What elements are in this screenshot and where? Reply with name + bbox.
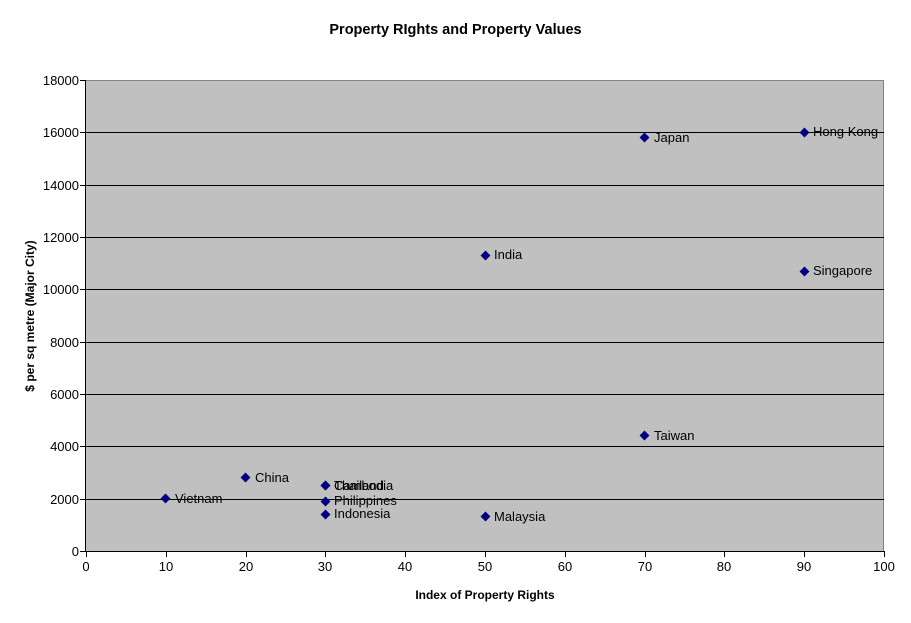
x-tick-mark	[884, 552, 885, 557]
x-tick-mark	[804, 552, 805, 557]
y-tick-mark	[80, 289, 85, 290]
y-tick-mark	[80, 446, 85, 447]
data-point-label-indonesia: Indonesia	[334, 506, 391, 521]
y-tick-mark	[80, 185, 85, 186]
x-axis-title: Index of Property Rights	[415, 588, 555, 602]
data-point-label-vietnam: Vietnam	[175, 491, 223, 506]
x-tick-label: 90	[796, 559, 812, 574]
x-tick-label: 20	[238, 559, 254, 574]
y-tick-label: 6000	[50, 387, 79, 402]
y-axis-line	[85, 80, 86, 552]
y-tick-label: 4000	[50, 439, 79, 454]
x-axis-line	[85, 551, 885, 552]
data-point-label-philippines: Philippines	[334, 493, 397, 508]
x-tick-label: 100	[873, 559, 895, 574]
data-point-label-japan: Japan	[654, 130, 690, 145]
gridline-8000	[86, 342, 884, 343]
x-tick-label: 70	[637, 559, 653, 574]
x-tick-mark	[325, 552, 326, 557]
chart-title: Property RIghts and Property Values	[329, 22, 582, 38]
x-tick-label: 40	[397, 559, 413, 574]
gridline-2000	[86, 499, 884, 500]
y-tick-label: 0	[71, 544, 79, 559]
x-tick-mark	[86, 552, 87, 557]
y-tick-mark	[80, 499, 85, 500]
y-tick-label: 16000	[42, 125, 79, 140]
y-axis-title: $ per sq metre (Major City)	[23, 240, 37, 392]
data-point-label-china: China	[255, 470, 289, 485]
data-point-label-cambodia: Cambodia	[334, 478, 394, 493]
x-tick-label: 30	[317, 559, 333, 574]
data-point-label-malaysia: Malaysia	[494, 509, 546, 524]
x-tick-mark	[246, 552, 247, 557]
x-tick-mark	[724, 552, 725, 557]
y-tick-label: 10000	[42, 282, 79, 297]
x-tick-mark	[645, 552, 646, 557]
plot-area	[86, 80, 884, 551]
y-tick-label: 18000	[42, 73, 79, 88]
x-tick-mark	[166, 552, 167, 557]
data-point-label-taiwan: Taiwan	[654, 428, 695, 443]
y-tick-label: 8000	[50, 335, 79, 350]
data-point-label-thailand: Thailand	[334, 478, 384, 493]
data-point-label-india: India	[494, 247, 523, 262]
gridline-12000	[86, 237, 884, 238]
y-tick-mark	[80, 342, 85, 343]
x-tick-mark	[565, 552, 566, 557]
y-tick-mark	[80, 132, 85, 133]
x-tick-label: 60	[557, 559, 573, 574]
x-tick-mark	[485, 552, 486, 557]
x-tick-label: 80	[716, 559, 732, 574]
y-tick-mark	[80, 80, 85, 81]
x-tick-mark	[405, 552, 406, 557]
x-tick-label: 50	[477, 559, 493, 574]
y-tick-mark	[80, 394, 85, 395]
y-tick-label: 2000	[50, 492, 79, 507]
y-tick-label: 14000	[42, 178, 79, 193]
data-point-label-hong-kong: Hong Kong	[813, 124, 879, 139]
gridline-14000	[86, 185, 884, 186]
gridline-10000	[86, 289, 884, 290]
gridline-4000	[86, 446, 884, 447]
y-tick-mark	[80, 551, 85, 552]
x-tick-label: 0	[82, 559, 90, 574]
y-tick-mark	[80, 237, 85, 238]
x-tick-label: 10	[158, 559, 174, 574]
gridline-6000	[86, 394, 884, 395]
y-tick-label: 12000	[42, 230, 79, 245]
data-point-label-singapore: Singapore	[813, 263, 873, 278]
gridline-16000	[86, 132, 884, 133]
